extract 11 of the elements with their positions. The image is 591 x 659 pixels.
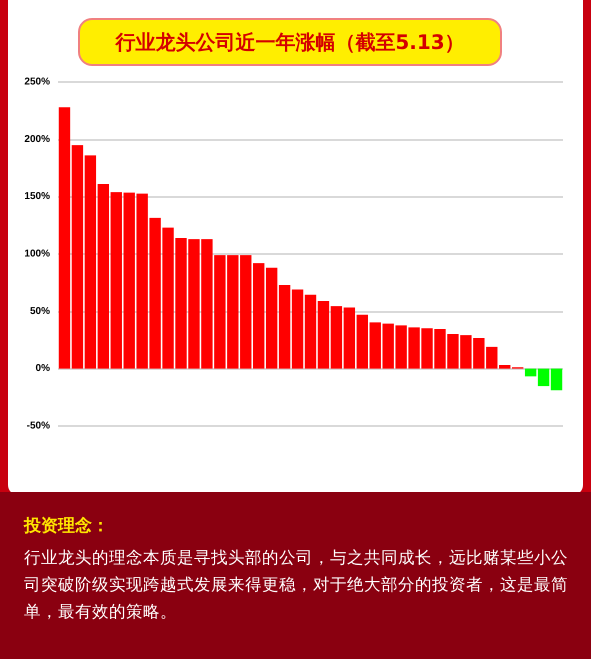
- y-tick-label: -50%: [26, 420, 50, 432]
- text: 行业龙头的理念本质是寻找头部的公司，与之共同成长，远比赌某些小公司突破阶级实现跨越式发展来得更稳，对于绝大部分的投资者，这是最简单，最有效的策略。: [24, 547, 569, 623]
- y-tick-label: 250%: [24, 76, 50, 88]
- y-tick-label: 50%: [30, 306, 50, 317]
- bar: [304, 294, 316, 369]
- chart-title: 行业龙头公司近一年涨幅（截至5.13）: [78, 18, 502, 66]
- text: 投资理念：: [24, 515, 109, 537]
- y-tick-label: 200%: [24, 134, 50, 145]
- y-tick-label: 100%: [24, 248, 50, 260]
- y-tick-label: 150%: [24, 191, 50, 202]
- y-tick-label: 0%: [36, 363, 50, 374]
